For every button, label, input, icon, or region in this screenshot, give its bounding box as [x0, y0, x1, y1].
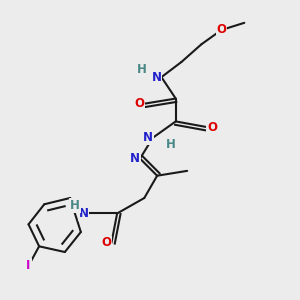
Text: N: N: [143, 131, 153, 144]
Text: H: H: [137, 64, 147, 76]
Text: H: H: [70, 199, 80, 212]
Text: N: N: [79, 207, 88, 220]
Text: N: N: [152, 70, 161, 84]
Text: O: O: [207, 121, 217, 134]
Text: I: I: [26, 259, 31, 272]
Text: O: O: [216, 23, 226, 37]
Text: O: O: [101, 236, 111, 249]
Text: O: O: [134, 97, 144, 110]
Text: N: N: [130, 152, 140, 165]
Text: H: H: [166, 138, 176, 152]
